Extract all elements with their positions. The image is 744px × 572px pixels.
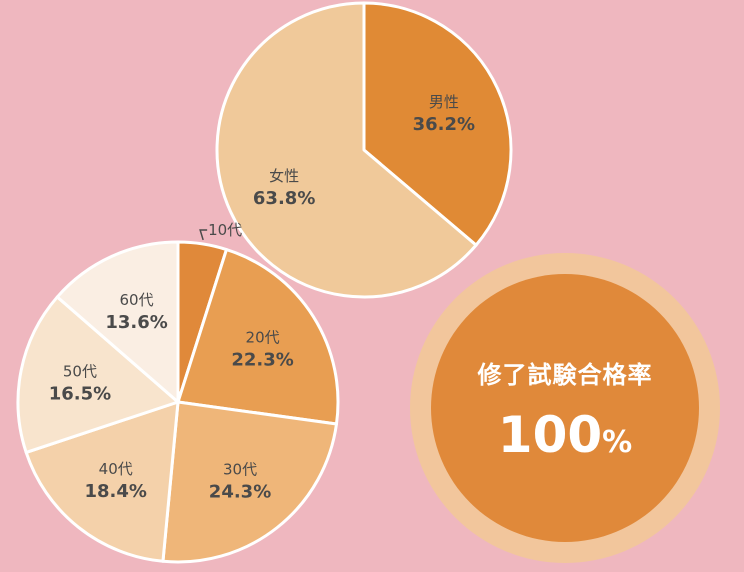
age-pie-chart: 10代 20代 22.3% 30代 24.3% 40代 18.4% 50代 16.5% 60代 13… — [16, 221, 340, 564]
slice-value-label-5: 16.5% — [49, 383, 111, 404]
slice-value-label-3: 24.3% — [209, 481, 271, 502]
pie-slice-2 — [176, 248, 340, 426]
badge-value: 100% — [498, 406, 632, 464]
badge-inner-circle — [431, 274, 699, 542]
pie-slice-1 — [362, 1, 513, 247]
badge-value-number: 100 — [498, 406, 602, 464]
slice-value-label-1: 36.2% — [413, 114, 475, 135]
badge-value-unit: % — [602, 425, 632, 460]
slice-value-label-4: 18.4% — [84, 481, 146, 502]
slice-value-label-2: 22.3% — [231, 350, 293, 371]
slice-category-label-2: 20代 — [246, 329, 280, 347]
slice-leader-line-1 — [199, 229, 208, 241]
pass-rate-badge: 修了試験合格率 100% — [410, 253, 720, 563]
slice-category-label-1: 10代 — [208, 221, 242, 239]
pie-slice-6 — [55, 240, 180, 404]
gender-pie-chart: 男性 36.2% 女性 63.8% — [215, 1, 513, 299]
slice-category-label-6: 60代 — [120, 291, 154, 309]
slice-category-label-5: 50代 — [63, 362, 97, 380]
pie-slice-4 — [24, 400, 180, 563]
badge-title: 修了試験合格率 — [477, 361, 653, 389]
pie-slice-3 — [161, 400, 338, 564]
slice-category-label-4: 40代 — [99, 460, 133, 478]
slice-category-label-1: 男性 — [429, 93, 459, 111]
slice-value-label-2: 63.8% — [253, 188, 315, 209]
pie-slice-5 — [16, 295, 180, 454]
pie-slice-2 — [215, 1, 478, 299]
slice-category-label-2: 女性 — [269, 167, 299, 185]
slice-category-label-3: 30代 — [223, 460, 257, 478]
slice-value-label-6: 13.6% — [105, 312, 167, 333]
